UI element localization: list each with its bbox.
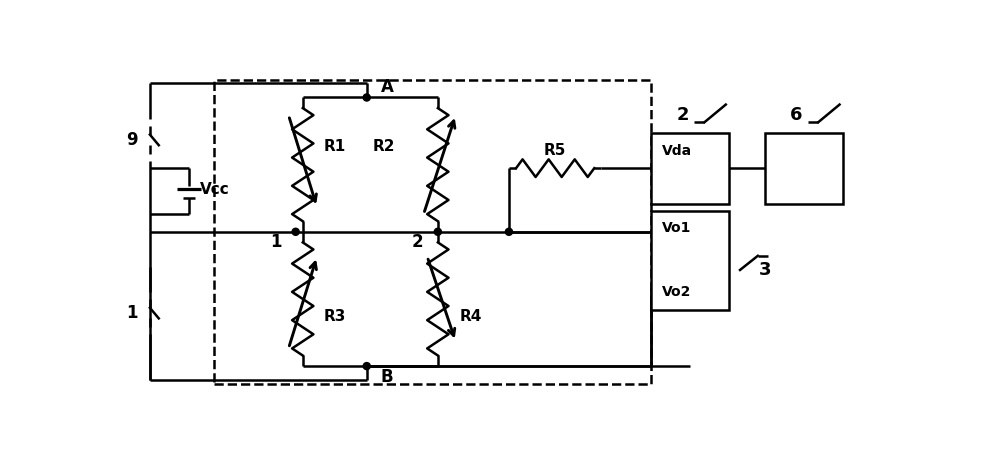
Text: 2: 2 (676, 106, 689, 124)
Text: 6: 6 (790, 106, 802, 124)
Text: Vo1: Vo1 (662, 221, 691, 235)
Bar (765, 133, 843, 203)
Text: R1: R1 (324, 140, 346, 155)
Text: Vda: Vda (662, 144, 692, 157)
Text: R2: R2 (373, 140, 395, 155)
Text: R5: R5 (544, 143, 566, 158)
Circle shape (363, 363, 370, 369)
Circle shape (292, 228, 299, 235)
Text: 3: 3 (759, 261, 771, 279)
Text: A: A (381, 78, 394, 96)
Text: Vcc: Vcc (200, 182, 229, 197)
Bar (651, 133, 729, 203)
Text: Vo2: Vo2 (662, 285, 691, 299)
Text: 2: 2 (412, 233, 424, 252)
Bar (651, 211, 729, 309)
Circle shape (505, 228, 512, 235)
Circle shape (363, 94, 370, 101)
Text: 9: 9 (126, 131, 138, 149)
Text: 1: 1 (126, 304, 138, 322)
Text: B: B (381, 368, 394, 386)
Circle shape (434, 228, 441, 235)
Text: R3: R3 (324, 309, 346, 324)
Text: R4: R4 (459, 309, 482, 324)
Text: 1: 1 (270, 233, 281, 252)
Bar (214, 80, 651, 384)
